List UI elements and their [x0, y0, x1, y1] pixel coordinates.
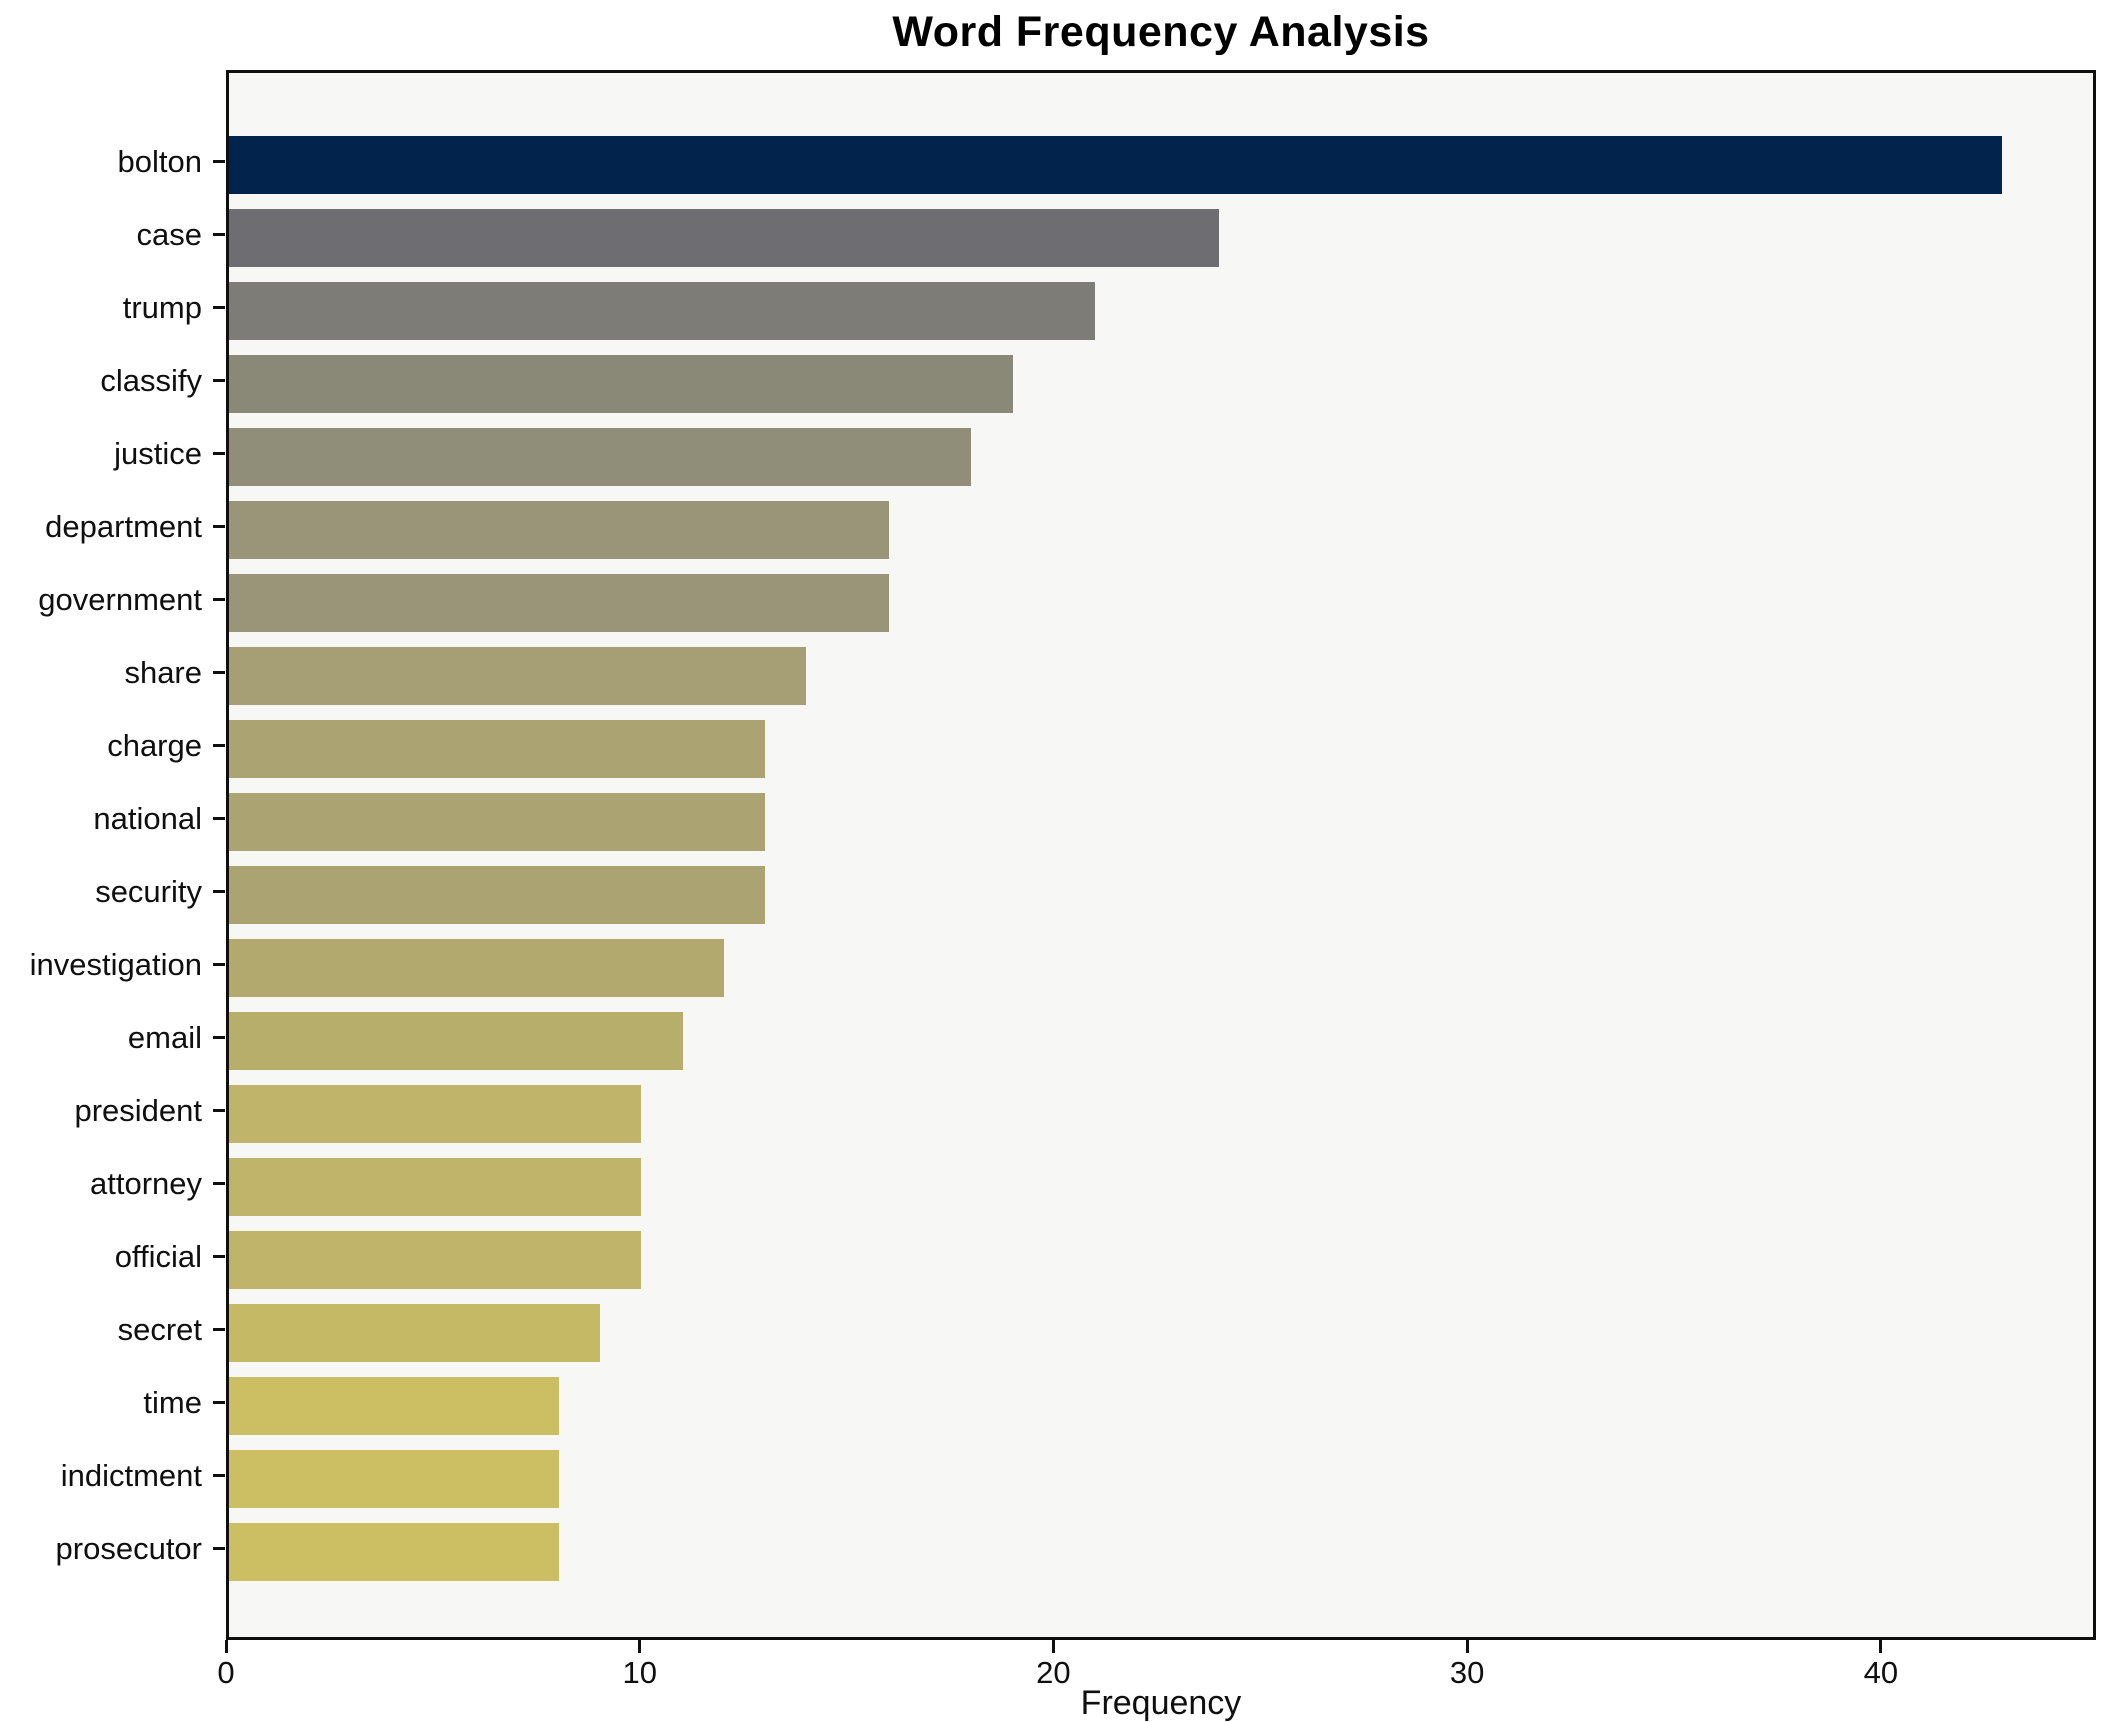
bar-row	[229, 1376, 559, 1435]
y-tick-mark	[213, 671, 225, 674]
bar-share	[229, 646, 807, 705]
bar-investigation	[229, 938, 724, 997]
bar-row	[229, 1449, 559, 1508]
plot-area	[226, 70, 2096, 1640]
y-tick-label-official: official	[114, 1238, 202, 1274]
bar-secret	[229, 1303, 601, 1362]
y-tick-label-government: government	[38, 581, 202, 617]
y-tick-mark	[213, 525, 225, 528]
bar-department	[229, 500, 889, 559]
bar-bolton	[229, 135, 2003, 194]
bar-row	[229, 1522, 559, 1581]
bars-layer	[229, 73, 2093, 1637]
y-tick-mark	[213, 1036, 225, 1039]
y-tick-mark	[213, 817, 225, 820]
y-tick-mark	[213, 1255, 225, 1258]
bar-row	[229, 719, 766, 778]
y-tick-label-investigation: investigation	[29, 946, 202, 982]
bar-row	[229, 1084, 642, 1143]
bar-president	[229, 1084, 642, 1143]
bar-row	[229, 938, 724, 997]
bar-case	[229, 208, 1219, 267]
bar-attorney	[229, 1157, 642, 1216]
y-tick-mark	[213, 379, 225, 382]
y-tick-mark	[213, 1328, 225, 1331]
y-tick-label-charge: charge	[107, 727, 202, 763]
x-tick-mark	[1051, 1640, 1055, 1653]
bar-row	[229, 1230, 642, 1289]
y-tick-label-justice: justice	[114, 435, 202, 471]
y-tick-mark	[213, 598, 225, 601]
bar-row	[229, 1157, 642, 1216]
y-tick-mark	[213, 452, 225, 455]
bar-government	[229, 573, 889, 632]
bar-row	[229, 135, 2003, 194]
y-tick-label-security: security	[95, 873, 202, 909]
y-tick-label-prosecutor: prosecutor	[55, 1530, 202, 1566]
bar-row	[229, 865, 766, 924]
y-tick-label-share: share	[124, 654, 202, 690]
y-tick-label-secret: secret	[117, 1311, 202, 1347]
y-tick-mark	[213, 1547, 225, 1550]
x-tick-label-10: 10	[622, 1655, 657, 1690]
bar-trump	[229, 281, 1096, 340]
bar-official	[229, 1230, 642, 1289]
x-tick-mark	[638, 1640, 642, 1653]
bar-row	[229, 646, 807, 705]
y-tick-mark	[213, 890, 225, 893]
y-tick-mark	[213, 963, 225, 966]
y-tick-label-time: time	[143, 1384, 202, 1420]
bar-row	[229, 1011, 683, 1070]
bar-prosecutor	[229, 1522, 559, 1581]
bar-security	[229, 865, 766, 924]
bar-row	[229, 208, 1219, 267]
y-tick-mark	[213, 1401, 225, 1404]
bar-email	[229, 1011, 683, 1070]
y-tick-label-email: email	[127, 1019, 202, 1055]
bar-row	[229, 500, 889, 559]
x-tick-label-0: 0	[217, 1655, 235, 1690]
bar-row	[229, 427, 972, 486]
y-tick-mark	[213, 233, 225, 236]
bar-national	[229, 792, 766, 851]
bar-time	[229, 1376, 559, 1435]
x-tick-label-40: 40	[1863, 1655, 1899, 1690]
x-tick-mark	[1465, 1640, 1469, 1653]
x-tick-mark	[224, 1640, 228, 1653]
x-tick-label-30: 30	[1449, 1655, 1485, 1690]
bar-row	[229, 281, 1096, 340]
y-tick-mark	[213, 1109, 225, 1112]
y-tick-mark	[213, 1474, 225, 1477]
y-tick-label-attorney: attorney	[89, 1165, 202, 1201]
bar-row	[229, 573, 889, 632]
bar-charge	[229, 719, 766, 778]
bar-indictment	[229, 1449, 559, 1508]
y-tick-mark	[213, 744, 225, 747]
y-tick-mark	[213, 160, 225, 163]
y-tick-label-department: department	[45, 508, 202, 544]
y-tick-label-president: president	[74, 1092, 202, 1128]
bar-row	[229, 792, 766, 851]
x-axis-title: Frequency	[1080, 1684, 1242, 1722]
y-tick-mark	[213, 306, 225, 309]
bar-row	[229, 354, 1013, 413]
bar-row	[229, 1303, 601, 1362]
y-tick-mark	[213, 1182, 225, 1185]
y-tick-label-classify: classify	[100, 362, 202, 398]
y-tick-label-trump: trump	[122, 289, 202, 325]
y-tick-label-case: case	[136, 216, 202, 252]
y-tick-label-national: national	[93, 800, 202, 836]
chart-title: Word Frequency Analysis	[892, 8, 1430, 56]
x-tick-mark	[1879, 1640, 1883, 1653]
x-tick-label-20: 20	[1036, 1655, 1071, 1690]
y-tick-label-indictment: indictment	[60, 1457, 202, 1493]
bar-classify	[229, 354, 1013, 413]
y-tick-label-bolton: bolton	[117, 143, 202, 179]
bar-justice	[229, 427, 972, 486]
